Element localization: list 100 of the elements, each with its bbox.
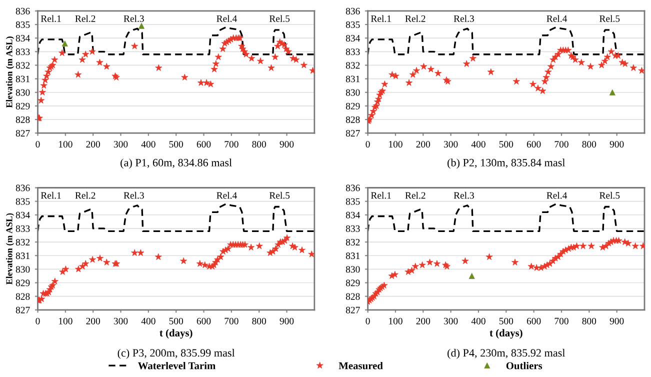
y-tick-label: 829 xyxy=(16,280,30,286)
x-tick-label: 400 xyxy=(471,318,486,324)
y-tick-label: 834 xyxy=(16,34,30,42)
text: (d) P4, 230m, 835.92 masl xyxy=(448,348,566,359)
y-tick-label: 831 xyxy=(346,252,360,260)
y-tick-label: 834 xyxy=(346,34,360,42)
x-tick-label: 300 xyxy=(114,141,128,148)
y-tick-label: 829 xyxy=(346,280,360,286)
x-tick-label: 700 xyxy=(554,318,568,324)
x-tick-label: 700 xyxy=(224,141,238,148)
annotation: Rel.1 xyxy=(40,192,61,199)
annotation: Rel.3 xyxy=(454,192,474,199)
legend-label: Measured xyxy=(338,362,383,370)
y-tick-label: 829 xyxy=(346,102,360,110)
x-tick-label: 0 xyxy=(36,141,40,148)
x-tick-label: 200 xyxy=(86,141,100,148)
x-tick-label: 500 xyxy=(499,318,514,324)
x-axis-title: t (days) xyxy=(160,329,192,339)
y-axis-title: Elevation (m ASL) xyxy=(6,213,14,285)
y-tick-label: 830 xyxy=(346,89,360,96)
x-tick-label: 900 xyxy=(610,318,624,324)
x-tick-label: 400 xyxy=(471,141,486,148)
x-tick-label: 300 xyxy=(114,318,128,324)
annotation: Rel.4 xyxy=(216,192,237,199)
annotation: Rel.5 xyxy=(600,15,620,22)
x-tick-label: 800 xyxy=(582,318,596,324)
annotation: Rel.4 xyxy=(216,15,237,22)
x-tick-label: 100 xyxy=(58,141,72,148)
y-tick-label: 832 xyxy=(16,62,30,69)
x-tick-label: 400 xyxy=(141,318,156,324)
legend-label: Waterlevel Tarim xyxy=(138,362,216,370)
x-tick-label: 200 xyxy=(86,318,100,324)
y-tick-label: 836 xyxy=(16,8,30,14)
y-axis-title: Elevation (m ASL) xyxy=(6,36,14,108)
y-tick-label: 829 xyxy=(16,102,30,110)
line-series xyxy=(38,203,314,232)
text: (a) P1, 60m, 834.86 masl xyxy=(120,158,232,169)
x-tick-label: 900 xyxy=(280,318,294,324)
y-tick-label: 827 xyxy=(16,306,30,314)
annotation: Rel.2 xyxy=(75,192,96,199)
annotation: Rel.2 xyxy=(405,15,426,22)
y-tick-label: 835 xyxy=(346,21,360,28)
x-tick-label: 100 xyxy=(389,141,402,148)
annotation: Rel.1 xyxy=(40,15,61,22)
annotation: Rel.1 xyxy=(370,192,391,199)
y-tick-label: 828 xyxy=(16,116,30,123)
x-tick-label: 600 xyxy=(196,318,211,324)
annotation: Rel.4 xyxy=(546,192,568,199)
x-axis-title: t (days) xyxy=(490,329,522,339)
x-tick-label: 500 xyxy=(169,318,184,324)
y-tick-label: 835 xyxy=(346,198,360,205)
y-tick-label: 827 xyxy=(16,130,30,137)
y-tick-label: 832 xyxy=(346,238,360,246)
y-tick-label: 835 xyxy=(16,198,30,205)
x-tick-label: 700 xyxy=(554,141,568,148)
y-tick-label: 836 xyxy=(16,184,30,192)
annotation: Rel.1 xyxy=(370,15,391,22)
x-tick-label: 500 xyxy=(499,141,514,148)
text: (b) P2, 130m, 835.84 masl xyxy=(448,158,566,169)
x-tick-label: 800 xyxy=(252,318,266,324)
x-tick-label: 900 xyxy=(610,141,624,148)
annotation: Rel.3 xyxy=(124,192,144,199)
x-tick-label: 0 xyxy=(36,318,40,324)
x-tick-label: 900 xyxy=(280,141,294,148)
y-tick-label: 831 xyxy=(16,76,30,82)
y-tick-label: 833 xyxy=(346,225,360,232)
y-tick-label: 828 xyxy=(346,116,360,123)
x-tick-label: 600 xyxy=(526,141,541,148)
y-tick-label: 827 xyxy=(346,130,360,137)
y-tick-label: 830 xyxy=(16,266,30,273)
line-series xyxy=(368,203,644,232)
y-tick-label: 834 xyxy=(16,212,30,218)
y-tick-label: 831 xyxy=(16,252,30,260)
x-tick-label: 400 xyxy=(141,141,156,148)
y-tick-label: 835 xyxy=(16,21,30,28)
annotation: Rel.5 xyxy=(600,192,620,199)
annotation: Rel.2 xyxy=(75,15,96,22)
x-tick-label: 600 xyxy=(526,318,541,324)
x-tick-label: 0 xyxy=(366,141,370,148)
annotation: Rel.2 xyxy=(405,192,426,199)
x-tick-label: 800 xyxy=(582,141,596,148)
x-tick-label: 200 xyxy=(416,141,430,148)
y-tick-label: 827 xyxy=(346,306,360,314)
x-tick-label: 200 xyxy=(416,318,430,324)
x-tick-label: 600 xyxy=(196,141,211,148)
x-tick-label: 100 xyxy=(58,318,72,324)
y-tick-label: 830 xyxy=(346,266,360,273)
y-tick-label: 836 xyxy=(346,184,360,192)
x-tick-label: 500 xyxy=(169,141,184,148)
x-tick-label: 100 xyxy=(389,318,402,324)
y-tick-label: 830 xyxy=(16,89,30,96)
y-tick-label: 828 xyxy=(16,293,30,300)
y-tick-label: 833 xyxy=(346,48,360,56)
y-tick-label: 836 xyxy=(346,8,360,14)
y-tick-label: 828 xyxy=(346,293,360,300)
y-tick-label: 831 xyxy=(346,76,360,82)
annotation: Rel.3 xyxy=(124,15,144,22)
legend-label: Outliers xyxy=(506,362,542,370)
annotation: Rel.5 xyxy=(269,15,290,22)
y-tick-label: 833 xyxy=(16,225,30,232)
